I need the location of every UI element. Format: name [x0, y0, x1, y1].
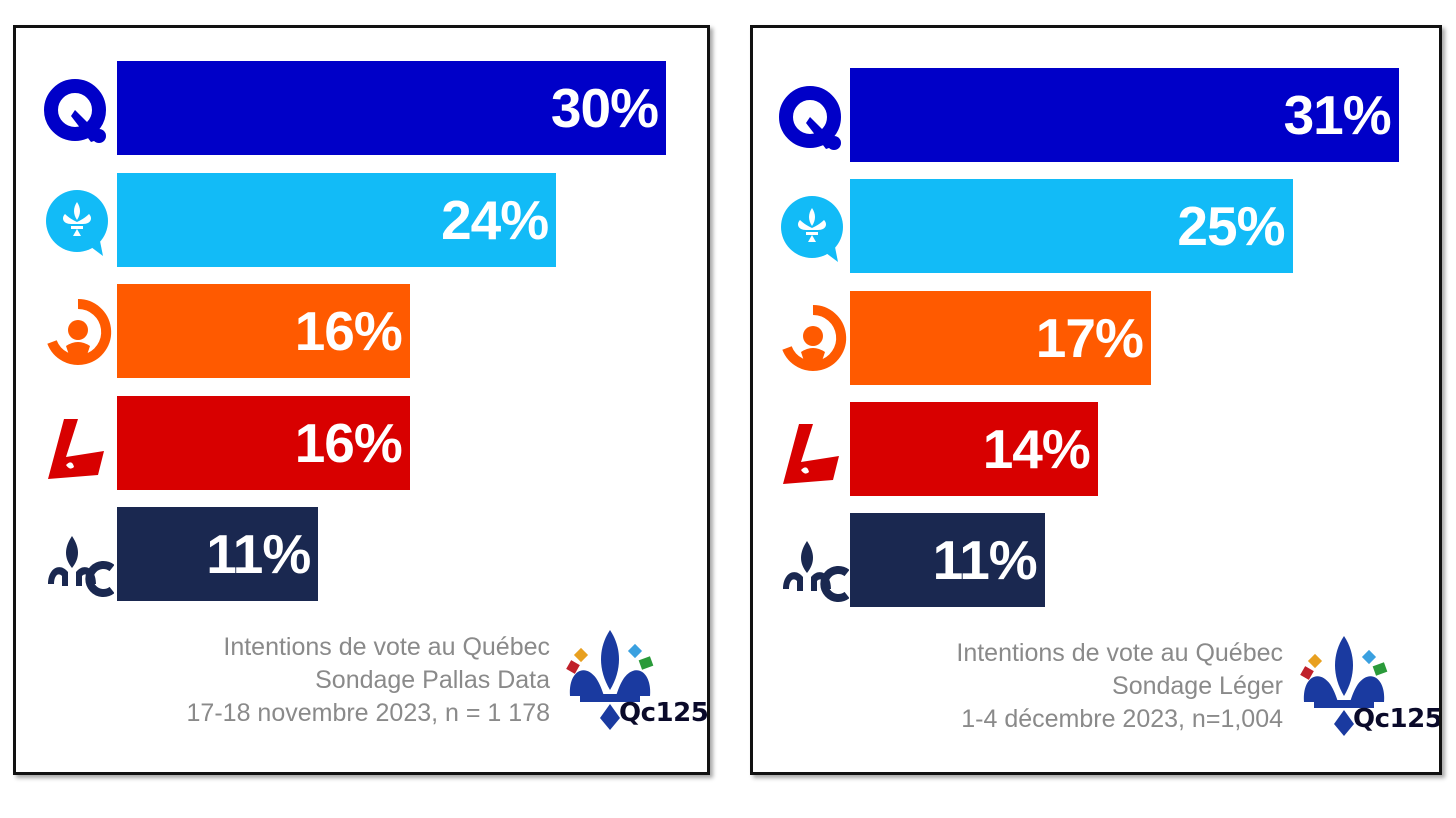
data-label-pq: 25%: [1177, 194, 1285, 257]
chart-caption: Intentions de vote au Québec Sondage Lég…: [956, 637, 1283, 736]
caption-line-1: Intentions de vote au Québec: [956, 639, 1283, 667]
data-label-pq: 24%: [441, 188, 549, 251]
bar-plq: 16%: [117, 396, 410, 490]
pq-logo-icon: [43, 188, 115, 260]
qs-logo-icon: [42, 298, 114, 370]
pcq-logo-icon: [42, 528, 114, 600]
poll-chart-pallas: 30% 24% 16% 16% 11% Intentions de vote a…: [13, 25, 710, 775]
bar-pq: 25%: [850, 179, 1293, 273]
bar-pcq: 11%: [850, 513, 1045, 607]
bar-caq: 30%: [117, 61, 666, 155]
data-label-plq: 14%: [982, 417, 1091, 480]
plq-logo-icon: [44, 413, 116, 485]
caption-line-3: 17-18 novembre 2023, n = 1 178: [186, 699, 550, 727]
bar-pcq: 11%: [117, 507, 319, 601]
caption-line-1: Intentions de vote au Québec: [223, 633, 550, 661]
data-label-caq: 30%: [550, 76, 659, 139]
bar-qs: 17%: [850, 291, 1151, 385]
caption-line-2: Sondage Léger: [1112, 672, 1283, 700]
data-label-pcq: 11%: [932, 528, 1038, 591]
chart-caption: Intentions de vote au Québec Sondage Pal…: [187, 631, 550, 730]
data-label-qs: 16%: [294, 299, 403, 362]
poll-chart-leger: 31% 25% 17% 14% 11% Intentions de vote a…: [750, 25, 1442, 775]
qc125-text: Qc125: [619, 698, 709, 728]
bar-pq: 24%: [117, 173, 557, 267]
plq-logo-icon: [779, 418, 851, 490]
qc125-logo: Qc125: [564, 626, 707, 736]
qc125-text: Qc125: [1353, 704, 1442, 734]
data-label-qs: 17%: [1035, 306, 1144, 369]
pcq-logo-icon: [777, 533, 849, 605]
bar-plq: 14%: [850, 402, 1098, 496]
caption-line-2: Sondage Pallas Data: [315, 666, 550, 694]
caq-logo-icon: [776, 83, 848, 155]
bar-qs: 16%: [117, 284, 410, 378]
caption-line-3: 1-4 décembre 2023, n=1,004: [961, 705, 1283, 733]
caq-logo-icon: [41, 76, 113, 148]
qc125-logo: Qc125: [1298, 632, 1439, 742]
data-label-plq: 16%: [294, 411, 403, 474]
data-label-caq: 31%: [1283, 83, 1392, 146]
qs-logo-icon: [777, 304, 849, 376]
data-label-pcq: 11%: [206, 522, 311, 585]
pq-logo-icon: [778, 194, 850, 266]
bar-caq: 31%: [850, 68, 1399, 162]
